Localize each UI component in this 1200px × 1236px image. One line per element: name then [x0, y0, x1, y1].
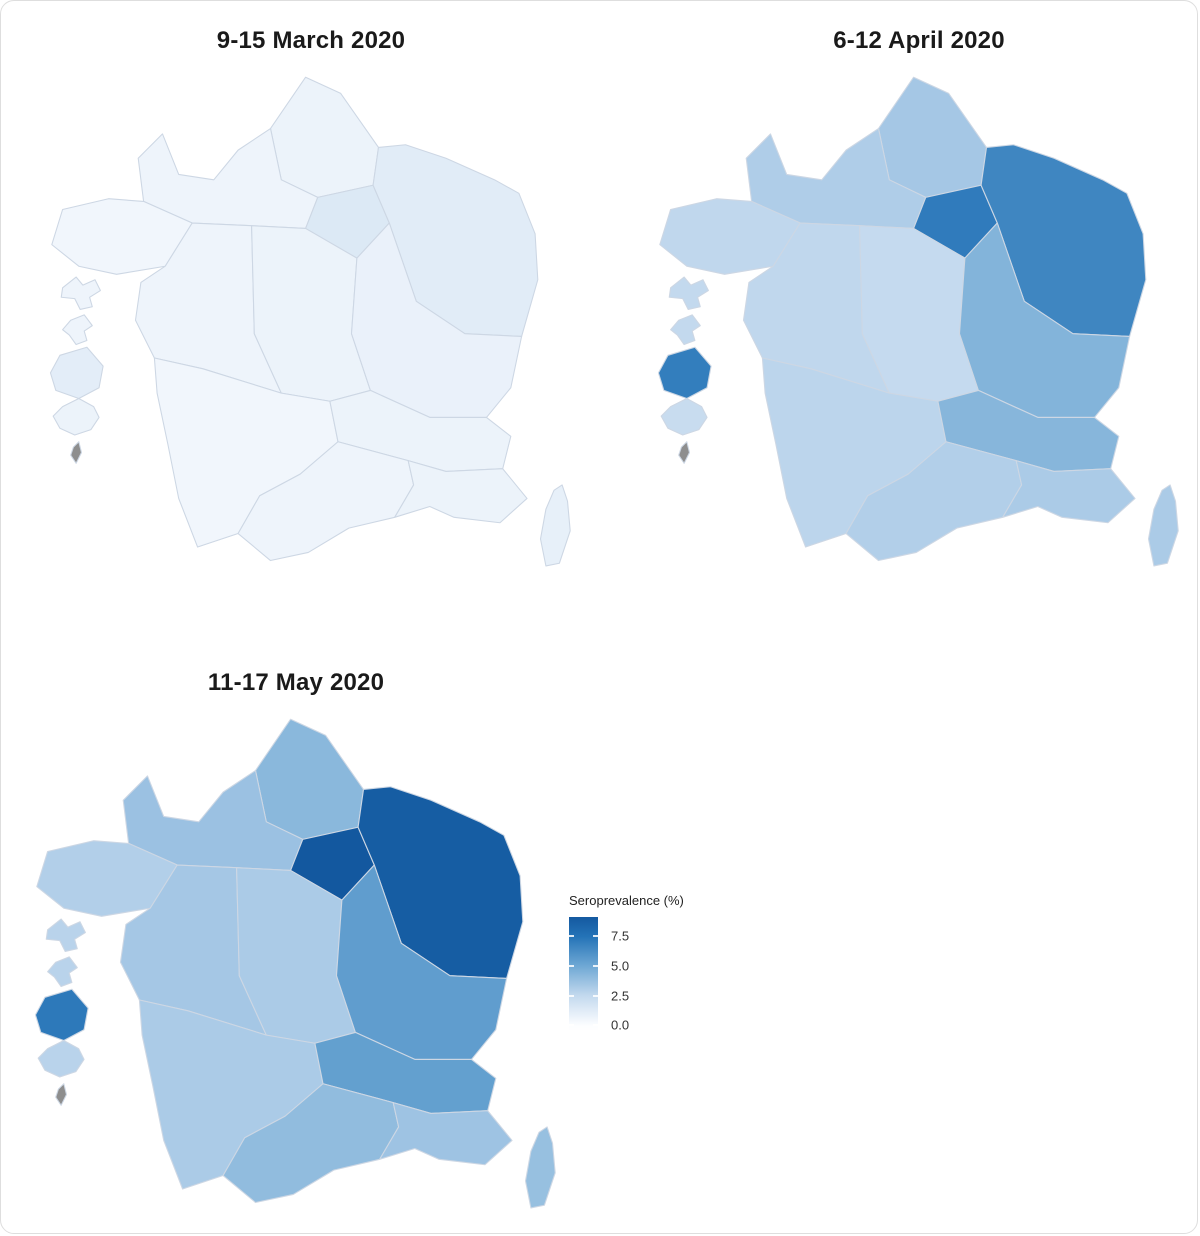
panel-april: 6-12 April 2020 — [649, 27, 1189, 589]
region-martinique — [670, 314, 701, 346]
legend-tick-mark — [569, 1024, 574, 1027]
region-mayotte — [678, 441, 691, 464]
region-corse — [539, 484, 571, 567]
region-bourgogne-franche-comte — [350, 222, 523, 418]
panel-may: 11-17 May 2020 — [26, 669, 566, 1231]
region-guyane — [657, 346, 712, 400]
region-reunion — [660, 397, 708, 436]
legend-colorbar: 7.5 5.0 2.5 0.0 — [569, 917, 629, 1033]
region-reunion — [37, 1039, 85, 1078]
legend: Seroprevalence (%) 7.5 5.0 2.5 0.0 — [569, 893, 729, 1033]
region-guadeloupe — [45, 918, 86, 952]
legend-tick-mark — [569, 965, 574, 968]
choropleth-map-may — [34, 718, 556, 1209]
region-martinique — [62, 314, 93, 346]
legend-tick-label: 0.0 — [611, 1017, 630, 1033]
legend-title: Seroprevalence (%) — [569, 893, 684, 908]
panel-march: 9-15 March 2020 — [41, 27, 581, 589]
legend-tick-mark — [593, 965, 598, 968]
region-paca — [1002, 460, 1136, 524]
region-guyane — [49, 346, 104, 400]
region-bourgogne-franche-comte — [958, 222, 1131, 418]
region-reunion — [52, 397, 100, 436]
legend-tick-mark — [593, 994, 598, 997]
region-paca — [394, 460, 528, 524]
region-guadeloupe — [60, 276, 101, 310]
region-mayotte — [70, 441, 83, 464]
legend-tick-mark — [569, 935, 574, 938]
region-hauts-de-france — [269, 76, 380, 198]
legend-tick-label: 2.5 — [611, 988, 630, 1004]
panel-title-may: 11-17 May 2020 — [207, 669, 385, 696]
region-corse — [1147, 484, 1179, 567]
region-hauts-de-france — [877, 76, 988, 198]
region-guadeloupe — [668, 276, 709, 310]
legend-tick-label: 7.5 — [611, 928, 630, 944]
region-paca — [379, 1102, 513, 1166]
legend-gradient — [569, 917, 598, 1031]
legend-tick-label: 5.0 — [611, 958, 630, 974]
region-bourgogne-franche-comte — [335, 864, 508, 1060]
region-martinique — [47, 956, 78, 988]
region-mayotte — [55, 1083, 68, 1106]
panel-title-march: 9-15 March 2020 — [216, 27, 406, 54]
choropleth-map-march — [49, 76, 571, 567]
legend-tick-mark — [593, 935, 598, 938]
region-hauts-de-france — [254, 718, 365, 840]
legend-tick-mark — [569, 994, 574, 997]
choropleth-map-april — [657, 76, 1179, 567]
region-guyane — [34, 988, 89, 1042]
panel-title-april: 6-12 April 2020 — [833, 27, 1005, 54]
legend-tick-mark — [593, 1024, 598, 1027]
region-corse — [524, 1126, 556, 1209]
